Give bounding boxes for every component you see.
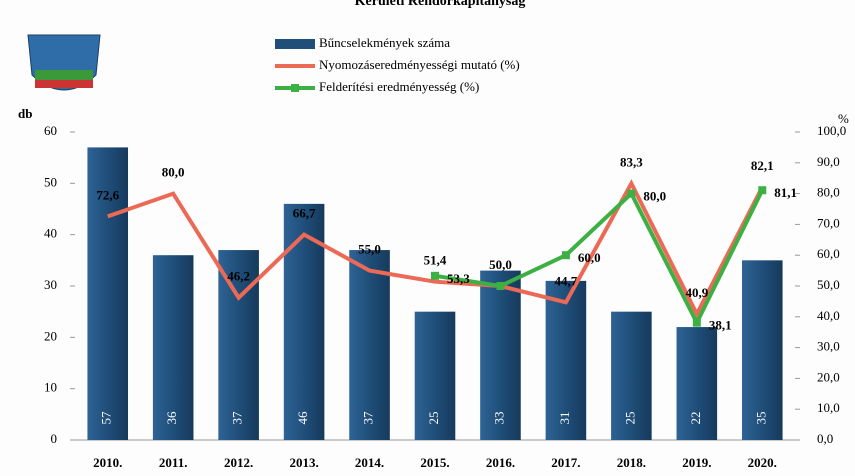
- y2-tick-label: 30,0: [817, 339, 840, 354]
- bar-value-label: 35: [753, 412, 768, 425]
- y-tick-label: 60: [44, 123, 57, 138]
- bar-value-label: 22: [688, 412, 703, 425]
- line-value-label: 46,2: [227, 269, 250, 284]
- line-value-label: 83,3: [620, 154, 643, 169]
- legend-swatch: [275, 39, 315, 49]
- y-tick-label: 10: [44, 380, 57, 395]
- y2-tick-label: 50,0: [817, 277, 840, 292]
- x-tick-label: 2012.: [224, 455, 253, 470]
- y-tick-label: 50: [44, 174, 57, 189]
- line-value-label: 80,0: [162, 165, 185, 180]
- line-value-label: 38,1: [709, 318, 732, 333]
- legend-label: Bűncselekmények száma: [319, 35, 450, 50]
- y2-tick-label: 20,0: [817, 369, 840, 384]
- line-value-label: 80,0: [643, 189, 666, 204]
- y2-tick-label: 60,0: [817, 246, 840, 261]
- line-value-label: 40,9: [685, 285, 708, 300]
- bar-value-label: 36: [164, 411, 179, 425]
- y-axis-label: db: [18, 106, 32, 121]
- y-tick-label: 40: [44, 226, 57, 241]
- bar-value-label: 37: [361, 411, 376, 425]
- line-marker: [562, 251, 570, 259]
- y2-tick-label: 0,0: [817, 431, 833, 446]
- x-tick-label: 2019.: [682, 455, 711, 470]
- x-tick-label: 2010.: [93, 455, 122, 470]
- line-value-label: 55,0: [358, 242, 381, 257]
- line-value-label: 66,7: [293, 206, 316, 221]
- y-tick-label: 30: [44, 277, 57, 292]
- line-value-label: 44,7: [555, 273, 578, 288]
- x-tick-label: 2016.: [486, 455, 515, 470]
- y2-tick-label: 80,0: [817, 185, 840, 200]
- x-tick-label: 2014.: [355, 455, 384, 470]
- y-tick-label: 20: [44, 328, 57, 343]
- line-marker: [693, 319, 701, 327]
- bar-value-label: 31: [557, 412, 572, 425]
- bar-value-label: 46: [295, 411, 310, 425]
- x-tick-label: 2013.: [289, 455, 318, 470]
- bar-value-label: 25: [426, 412, 441, 425]
- chart: Kerületi Rendőrkapitányság db % 01020304…: [0, 0, 855, 476]
- y2-tick-label: 90,0: [817, 154, 840, 169]
- x-tick-label: 2020.: [748, 455, 777, 470]
- legend-label: Felderítési eredményesség (%): [319, 79, 479, 94]
- bar-value-label: 25: [622, 412, 637, 425]
- line-marker: [431, 272, 439, 280]
- line-marker: [627, 190, 635, 198]
- x-tick-label: 2015.: [420, 455, 449, 470]
- line-value-label: 72,6: [96, 187, 119, 202]
- x-tick-label: 2011.: [159, 455, 188, 470]
- line-marker: [758, 186, 766, 194]
- bar: [284, 204, 325, 440]
- x-tick-label: 2018.: [617, 455, 646, 470]
- y-tick-label: 0: [51, 431, 58, 446]
- line-value-label: 81,1: [774, 185, 797, 200]
- line-marker: [496, 282, 504, 290]
- legend-label: Nyomozáseredményességi mutató (%): [319, 57, 520, 72]
- line-value-label: 50,0: [489, 257, 512, 272]
- bar-value-label: 37: [230, 411, 245, 425]
- y2-tick-label: 40,0: [817, 308, 840, 323]
- y2-tick-label: 100,0: [817, 123, 846, 138]
- bar-value-label: 57: [99, 411, 114, 425]
- line-value-label: 60,0: [578, 250, 601, 265]
- bar-value-label: 33: [491, 412, 506, 425]
- line-value-label: 51,4: [424, 253, 447, 268]
- logo: [28, 35, 100, 90]
- y2-tick-label: 10,0: [817, 400, 840, 415]
- legend-marker: [291, 84, 299, 92]
- line-value-label: 82,1: [751, 158, 774, 173]
- line-value-label: 53,3: [447, 271, 470, 286]
- y2-tick-label: 70,0: [817, 215, 840, 230]
- x-tick-label: 2017.: [551, 455, 580, 470]
- chart-title: Kerületi Rendőrkapitányság: [355, 0, 526, 9]
